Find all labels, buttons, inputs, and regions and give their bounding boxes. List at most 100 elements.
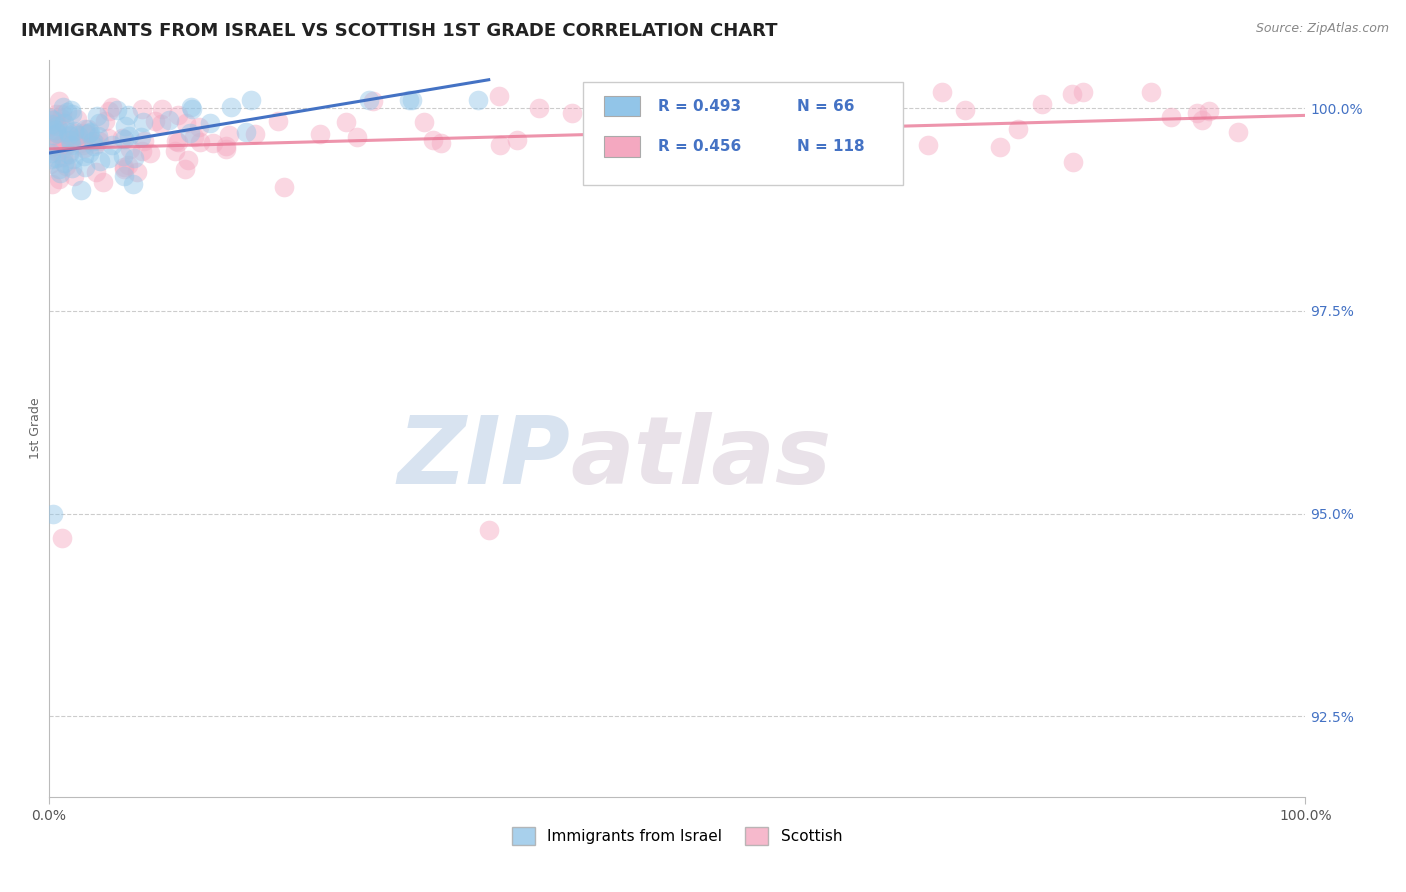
Point [267, 114, 290, 128]
Point [48, 166, 70, 180]
Text: Source: ZipAtlas.com: Source: ZipAtlas.com [1256, 22, 1389, 36]
Point [561, 105, 583, 120]
Point [83, 138, 105, 153]
Point [114, 119, 136, 133]
Point [63, 126, 86, 140]
Point [131, 145, 153, 159]
Point [917, 138, 939, 153]
Point [76, 127, 98, 141]
Point [44, 124, 66, 138]
Text: N = 66: N = 66 [797, 99, 853, 113]
Point [157, 113, 180, 128]
Point [97, 103, 120, 118]
Text: R = 0.493: R = 0.493 [658, 99, 741, 113]
Point [52, 100, 75, 114]
Point [166, 134, 188, 148]
Point [131, 103, 153, 117]
Point [42, 130, 65, 145]
Point [66, 112, 89, 126]
Point [45, 145, 67, 160]
Point [73, 160, 96, 174]
Point [335, 114, 357, 128]
Point [117, 108, 139, 122]
Point [931, 85, 953, 99]
Point [585, 133, 607, 147]
Point [59, 103, 82, 117]
Point [181, 102, 204, 116]
Point [86, 109, 108, 123]
Point [177, 153, 200, 167]
Point [117, 158, 139, 172]
Point [848, 137, 870, 152]
Point [70, 183, 93, 197]
Point [215, 143, 238, 157]
Point [188, 120, 211, 134]
Text: R = 0.456: R = 0.456 [658, 139, 741, 154]
Point [89, 153, 111, 168]
Point [165, 144, 187, 158]
Point [42, 113, 65, 128]
Point [122, 178, 145, 192]
Point [398, 93, 420, 107]
Point [218, 128, 240, 142]
Point [52, 141, 75, 155]
Point [122, 151, 145, 165]
Point [221, 100, 243, 114]
Point [235, 125, 257, 139]
Point [661, 129, 683, 144]
Point [39, 120, 62, 135]
Point [1198, 104, 1220, 119]
Point [173, 161, 195, 176]
Point [828, 102, 851, 116]
FancyBboxPatch shape [583, 82, 903, 185]
Point [429, 136, 451, 151]
Point [63, 132, 86, 146]
Point [87, 116, 110, 130]
Point [467, 93, 489, 107]
Text: atlas: atlas [571, 412, 832, 504]
Point [1071, 85, 1094, 99]
Point [41, 146, 63, 161]
Point [359, 93, 381, 107]
Point [118, 142, 141, 156]
Point [112, 160, 135, 174]
Point [179, 126, 201, 140]
Point [654, 99, 676, 113]
Legend: Immigrants from Israel, Scottish: Immigrants from Israel, Scottish [512, 827, 842, 845]
Point [69, 136, 91, 150]
Point [51, 137, 73, 152]
Point [66, 130, 89, 145]
Bar [605, 136, 640, 157]
Point [62, 152, 84, 166]
Point [114, 169, 136, 183]
Point [183, 130, 205, 145]
Text: ZIP: ZIP [398, 412, 571, 504]
Point [346, 129, 368, 144]
Point [527, 101, 550, 115]
Point [202, 136, 225, 151]
Point [45, 117, 67, 131]
Point [79, 126, 101, 140]
Point [478, 523, 501, 537]
Point [860, 112, 883, 127]
Point [58, 147, 80, 161]
Point [56, 105, 79, 120]
Point [647, 158, 669, 172]
Point [105, 103, 128, 117]
Point [166, 108, 188, 122]
Point [42, 138, 65, 153]
Point [66, 128, 89, 142]
Text: IMMIGRANTS FROM ISRAEL VS SCOTTISH 1ST GRADE CORRELATION CHART: IMMIGRANTS FROM ISRAEL VS SCOTTISH 1ST G… [21, 22, 778, 40]
Point [1160, 110, 1182, 124]
Point [758, 98, 780, 112]
Point [79, 125, 101, 139]
Point [422, 133, 444, 147]
Point [60, 161, 83, 176]
Point [42, 128, 65, 142]
Point [143, 114, 166, 128]
Point [89, 134, 111, 148]
Point [46, 115, 69, 129]
Point [76, 121, 98, 136]
Point [1226, 125, 1249, 139]
Point [39, 157, 62, 171]
